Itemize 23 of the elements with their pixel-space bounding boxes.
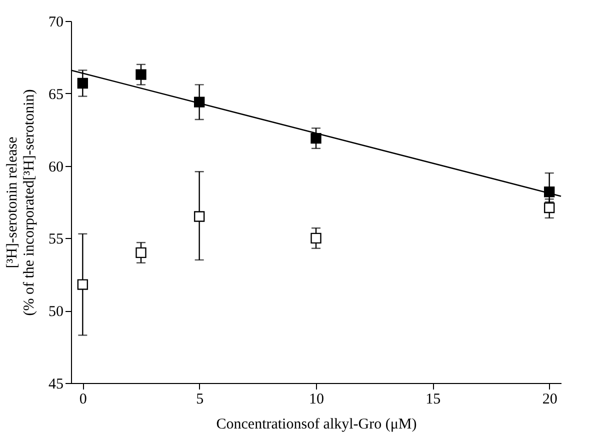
x-tick-label: 10 <box>309 392 324 408</box>
point <box>136 247 146 258</box>
point <box>136 69 146 80</box>
y-tick-label: 45 <box>48 376 64 392</box>
point <box>544 186 555 198</box>
point <box>544 202 555 214</box>
y-tick-label: 50 <box>48 304 64 320</box>
y-axis-title: [³H]-serotonin release (% of the incorporated[³H]-serotonin) <box>4 89 38 316</box>
y-tick-label: 60 <box>48 159 64 176</box>
point <box>194 96 205 108</box>
point <box>310 232 322 244</box>
point <box>77 279 88 290</box>
point <box>310 132 322 144</box>
y-tick-label: 70 <box>48 14 64 30</box>
x-tick-label: 0 <box>79 392 87 408</box>
point <box>194 211 205 222</box>
y-tick-label: 55 <box>48 232 64 248</box>
x-tick-label: 5 <box>196 392 204 408</box>
x-tick-label: 15 <box>426 392 441 408</box>
y-tick-label: 65 <box>48 86 64 103</box>
x-tick-label: 20 <box>542 392 558 408</box>
x-axis-title: Concentrationsof alkyl-Gro (μM) <box>216 416 417 432</box>
point <box>77 78 88 89</box>
